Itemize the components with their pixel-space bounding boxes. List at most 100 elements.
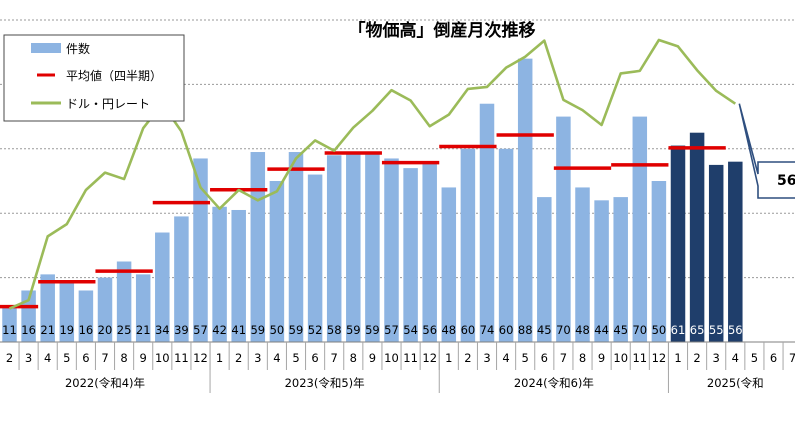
bar-value-label: 74	[480, 323, 495, 337]
bar	[193, 158, 208, 342]
x-tick-label: 6	[311, 351, 318, 365]
bar	[97, 277, 113, 342]
x-tick-label: 9	[140, 351, 147, 365]
legend-label-count: 件数	[66, 41, 90, 56]
bar	[613, 197, 628, 342]
x-tick-label: 6	[770, 351, 777, 365]
x-tick-label: 3	[254, 351, 261, 365]
x-tick-label: 1	[674, 351, 681, 365]
bar	[346, 152, 361, 342]
x-tick-label: 11	[174, 351, 189, 365]
bar-value-label: 56	[422, 323, 437, 337]
bar-value-label: 59	[250, 323, 265, 337]
bar	[365, 152, 380, 342]
bar	[21, 290, 36, 342]
bar	[135, 274, 151, 342]
x-tick-label: 7	[101, 351, 108, 365]
bar-value-label: 39	[174, 323, 189, 337]
bar-value-label: 41	[231, 323, 246, 337]
bar-value-label: 42	[212, 323, 227, 337]
bar	[460, 148, 476, 342]
x-tick-label: 12	[652, 351, 667, 365]
x-tick-label: 4	[502, 351, 509, 365]
x-tick-label: 2	[464, 351, 471, 365]
bar-value-label: 52	[308, 323, 323, 337]
bar	[403, 168, 418, 342]
bar	[307, 174, 323, 342]
bar	[422, 161, 437, 342]
bar-series	[2, 58, 743, 342]
bar-value-label: 55	[709, 323, 724, 337]
bar-value-label: 48	[575, 323, 590, 337]
bar-value-label: 59	[346, 323, 361, 337]
x-tick-label: 7	[789, 351, 795, 365]
bar-value-label: 56	[728, 323, 743, 337]
bar-value-label: 34	[155, 323, 170, 337]
bar-value-label: 65	[690, 323, 705, 337]
bar	[708, 164, 724, 342]
bar-value-label: 59	[365, 323, 380, 337]
legend: 件数 平均値（四半期） ドル・円レート	[3, 34, 185, 122]
x-tick-label: 2	[6, 351, 13, 365]
x-tick-label: 12	[422, 351, 437, 365]
bar	[174, 216, 189, 342]
fx-rate-line	[8, 38, 737, 310]
x-tick-label: 1	[445, 351, 452, 365]
x-tick-label: 10	[155, 351, 170, 365]
x-tick-label: 4	[273, 351, 280, 365]
bar-value-label: 59	[289, 323, 304, 337]
callout-box	[738, 103, 795, 199]
bar-value-label: 61	[671, 323, 686, 337]
bar	[556, 116, 571, 342]
x-tick-label: 6	[541, 351, 548, 365]
year-label: 2023(令和5)年	[285, 376, 365, 390]
bar-value-labels: 11 16 21 19 16 20 25 21 34 39 57 42 41 59 50 59 52 58 59 59…	[2, 323, 742, 337]
bar-value-label: 57	[384, 323, 399, 337]
x-tick-label: 6	[82, 351, 89, 365]
bar	[250, 152, 266, 342]
legend-label-average: 平均値（四半期）	[66, 68, 162, 83]
x-tick-label: 8	[120, 351, 127, 365]
bar-value-label: 44	[594, 323, 609, 337]
x-tick-label: 10	[613, 351, 628, 365]
bar-value-label: 70	[632, 323, 647, 337]
bar	[479, 103, 495, 342]
x-tick-label: 11	[632, 351, 647, 365]
x-tick-label: 5	[63, 351, 70, 365]
bar-value-label: 50	[270, 323, 285, 337]
bar-value-label: 20	[98, 323, 113, 337]
x-tick-label: 7	[560, 351, 567, 365]
x-tick-label: 12	[193, 351, 208, 365]
x-tick-label: 3	[713, 351, 720, 365]
bar	[40, 274, 55, 342]
bar	[78, 290, 94, 342]
bar	[498, 148, 514, 342]
bar	[384, 158, 399, 342]
bar-value-label: 45	[537, 323, 552, 337]
x-axis: 2 3 4 5 6 7 8 9 10 11 12 1 2 3 4 5 6 7 8 9 10 11 12 1 2 3 4 5 6 7 8 9 10…	[0, 341, 795, 393]
year-label: 2022(令和4)年	[65, 376, 145, 390]
average-segments	[0, 133, 726, 309]
year-label: 2025(令和	[707, 376, 764, 390]
x-tick-label: 9	[598, 351, 605, 365]
bar	[728, 161, 743, 342]
x-tick-label: 5	[292, 351, 299, 365]
x-tick-label: 8	[350, 351, 357, 365]
x-tick-label: 8	[579, 351, 586, 365]
bar	[575, 187, 590, 342]
bar	[288, 152, 304, 342]
callout-value: 56	[777, 173, 795, 189]
bar	[155, 232, 170, 342]
bar	[651, 181, 667, 342]
bar	[326, 155, 342, 342]
bar-value-label: 60	[499, 323, 514, 337]
bar-value-label: 70	[556, 323, 571, 337]
year-label: 2024(令和6)年	[514, 376, 594, 390]
bar	[269, 181, 285, 342]
x-tick-label: 10	[384, 351, 399, 365]
x-tick-label: 3	[483, 351, 490, 365]
bar	[116, 261, 132, 342]
x-tick-label: 11	[403, 351, 418, 365]
bar	[537, 197, 552, 342]
